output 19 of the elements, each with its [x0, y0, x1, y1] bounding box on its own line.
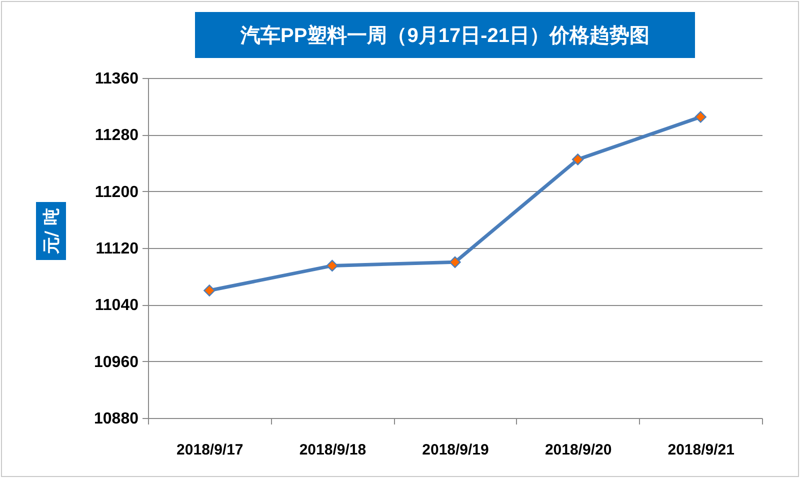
y-tick-label: 11120 [96, 240, 139, 258]
y-tick-label: 11360 [94, 70, 139, 88]
point [204, 284, 216, 296]
chart-title: 汽车PP塑料一周（9月17日-21日）价格趋势图 [195, 12, 695, 58]
y-tick-label: 10960 [94, 354, 139, 371]
y-tick-label: 11200 [94, 184, 139, 201]
point [449, 256, 461, 268]
y-tick-label: 10880 [94, 410, 139, 428]
x-tick-label: 2018/9/21 [668, 442, 734, 458]
x-tick-label: 2018/9/19 [422, 442, 489, 458]
y-tick-label: 11040 [94, 297, 139, 314]
point [694, 111, 706, 123]
point [572, 154, 584, 166]
point [326, 260, 338, 272]
y-tick-label: 11280 [94, 127, 139, 144]
y-axis-title: 元/ 吨 [36, 202, 66, 260]
x-tick-label: 2018/9/17 [176, 442, 244, 458]
x-tick-label: 2018/9/20 [544, 442, 612, 458]
x-tick-label: 2018/9/18 [299, 442, 366, 458]
